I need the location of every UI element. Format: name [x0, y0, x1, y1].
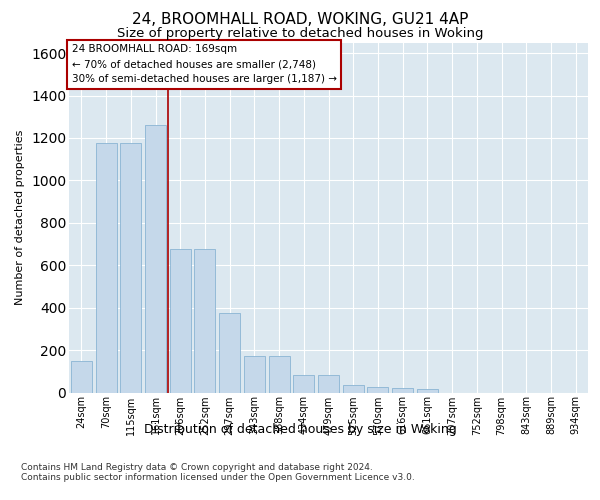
Bar	[269, 356, 290, 392]
Text: Size of property relative to detached houses in Woking: Size of property relative to detached ho…	[117, 28, 483, 40]
Bar	[71, 360, 92, 392]
Bar	[318, 375, 339, 392]
Bar	[392, 388, 413, 392]
Bar	[367, 386, 388, 392]
Bar	[293, 375, 314, 392]
Text: Distribution of detached houses by size in Woking: Distribution of detached houses by size …	[143, 422, 457, 436]
Text: Contains HM Land Registry data © Crown copyright and database right 2024.
Contai: Contains HM Land Registry data © Crown c…	[21, 462, 415, 482]
Text: 24 BROOMHALL ROAD: 169sqm
← 70% of detached houses are smaller (2,748)
30% of se: 24 BROOMHALL ROAD: 169sqm ← 70% of detac…	[71, 44, 337, 84]
Bar	[95, 144, 116, 392]
Bar	[343, 385, 364, 392]
Bar	[417, 390, 438, 392]
Bar	[170, 250, 191, 392]
Text: 24, BROOMHALL ROAD, WOKING, GU21 4AP: 24, BROOMHALL ROAD, WOKING, GU21 4AP	[132, 12, 468, 28]
Y-axis label: Number of detached properties: Number of detached properties	[16, 130, 25, 305]
Bar	[194, 250, 215, 392]
Bar	[219, 313, 240, 392]
Bar	[244, 356, 265, 392]
Bar	[145, 125, 166, 392]
Bar	[120, 144, 141, 392]
